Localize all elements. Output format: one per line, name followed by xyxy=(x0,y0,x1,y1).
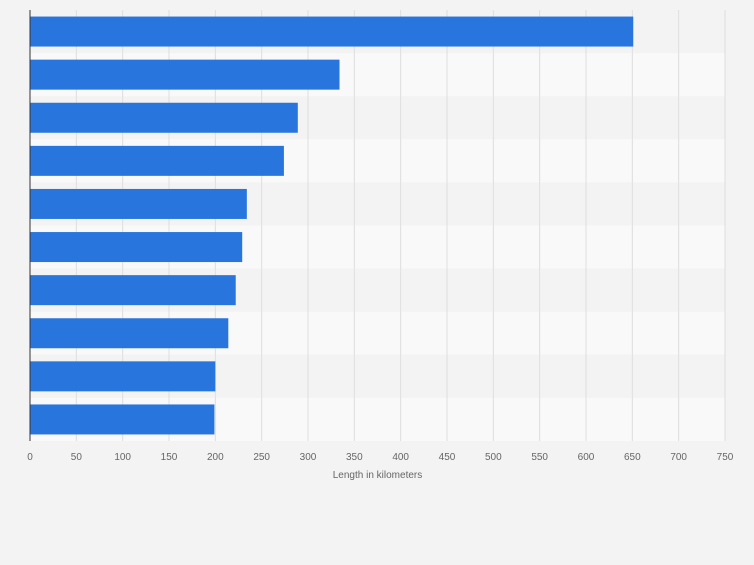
x-tick-label: 50 xyxy=(71,452,83,463)
x-axis-title: Length in kilometers xyxy=(333,470,423,481)
x-tick-label: 600 xyxy=(578,452,595,463)
bar[interactable] xyxy=(30,59,340,90)
x-tick-label: 650 xyxy=(624,452,641,463)
x-tick-label: 400 xyxy=(392,452,409,463)
bars xyxy=(30,16,634,435)
bar[interactable] xyxy=(30,232,243,263)
bar[interactable] xyxy=(30,145,284,176)
x-tick-label: 300 xyxy=(300,452,317,463)
x-tick-label: 750 xyxy=(717,452,734,463)
bar[interactable] xyxy=(30,16,634,47)
x-tick-label: 450 xyxy=(439,452,456,463)
bar[interactable] xyxy=(30,404,215,435)
x-tick-label: 550 xyxy=(531,452,548,463)
bar[interactable] xyxy=(30,318,229,349)
x-tick-label: 200 xyxy=(207,452,224,463)
x-tick-label: 350 xyxy=(346,452,363,463)
bar[interactable] xyxy=(30,361,216,392)
x-tick-label: 100 xyxy=(114,452,131,463)
x-axis-ticks: 0 50 100 150 200 250 300 350 400 450 500 550 600 650 7… xyxy=(27,452,734,463)
bar[interactable] xyxy=(30,275,236,306)
x-tick-label: 500 xyxy=(485,452,502,463)
x-tick-label: 0 xyxy=(27,452,33,463)
bar[interactable] xyxy=(30,188,247,219)
x-tick-label: 700 xyxy=(670,452,687,463)
x-tick-label: 250 xyxy=(253,452,270,463)
x-tick-label: 150 xyxy=(161,452,178,463)
bar[interactable] xyxy=(30,102,298,133)
